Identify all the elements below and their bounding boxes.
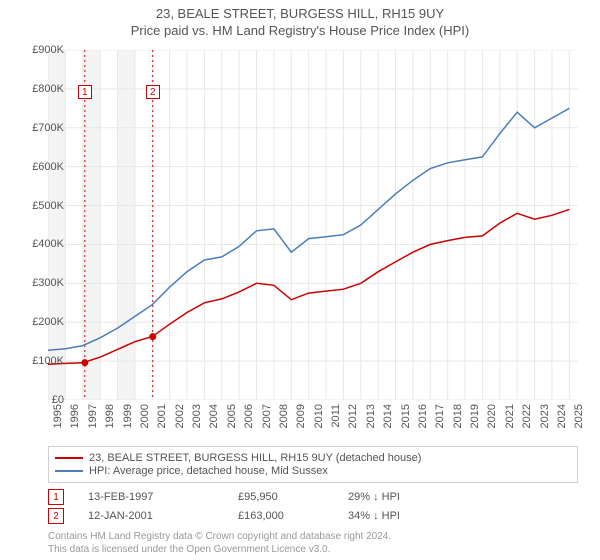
- footer-line-2: This data is licensed under the Open Gov…: [48, 544, 391, 557]
- y-axis-tick-label: £500K: [32, 200, 64, 212]
- y-axis-tick-label: £700K: [32, 122, 64, 134]
- legend-swatch: [55, 457, 83, 459]
- x-axis-tick-label: 2021: [504, 404, 516, 428]
- sale-point-row: 2 12-JAN-2001£163,00034% ↓ HPI: [48, 508, 578, 524]
- legend-label: 23, BEALE STREET, BURGESS HILL, RH15 9UY…: [89, 452, 421, 464]
- x-axis-tick-label: 2015: [400, 404, 412, 428]
- x-axis-tick-label: 2008: [278, 404, 290, 428]
- y-axis-tick-label: £100K: [32, 355, 64, 367]
- y-axis-tick-label: £800K: [32, 83, 64, 95]
- x-axis-tick-label: 2011: [330, 404, 342, 428]
- y-axis-tick-label: £600K: [32, 161, 64, 173]
- chart-marker: 2: [146, 85, 160, 99]
- x-axis-tick-label: 2001: [156, 404, 168, 428]
- x-axis-tick-label: 2006: [243, 404, 255, 428]
- title-line-2: Price paid vs. HM Land Registry's House …: [0, 23, 600, 38]
- sale-point-marker: 2: [48, 508, 64, 524]
- line-chart: 12: [48, 50, 578, 400]
- x-axis-tick-label: 2009: [295, 404, 307, 428]
- x-axis-tick-label: 1999: [122, 404, 134, 428]
- x-axis-tick-label: 2010: [313, 404, 325, 428]
- x-axis-tick-label: 2007: [261, 404, 273, 428]
- x-axis-tick-label: 2020: [486, 404, 498, 428]
- x-axis-tick-label: 2022: [521, 404, 533, 428]
- legend-item: HPI: Average price, detached house, Mid …: [55, 465, 571, 477]
- x-axis-tick-label: 1998: [104, 404, 116, 428]
- legend-label: HPI: Average price, detached house, Mid …: [89, 465, 328, 477]
- x-axis-tick-label: 2024: [556, 404, 568, 428]
- x-axis-tick-label: 2013: [365, 404, 377, 428]
- x-axis-tick-label: 1996: [69, 404, 81, 428]
- x-axis-tick-label: 1997: [87, 404, 99, 428]
- x-axis-tick-label: 2018: [452, 404, 464, 428]
- x-axis-tick-label: 2002: [174, 404, 186, 428]
- footer-attribution: Contains HM Land Registry data © Crown c…: [48, 531, 391, 556]
- chart-svg: [48, 50, 578, 400]
- chart-marker: 1: [78, 85, 92, 99]
- sale-point-marker: 1: [48, 489, 64, 505]
- sale-point-date: 12-JAN-2001: [88, 510, 238, 522]
- title-line-1: 23, BEALE STREET, BURGESS HILL, RH15 9UY: [0, 6, 600, 21]
- sale-point-date: 13-FEB-1997: [88, 491, 238, 503]
- x-axis-tick-label: 2014: [382, 404, 394, 428]
- x-axis-tick-label: 2004: [208, 404, 220, 428]
- x-axis-tick-label: 2016: [417, 404, 429, 428]
- legend-swatch: [55, 470, 83, 472]
- x-axis-tick-label: 2005: [226, 404, 238, 428]
- sale-point-price: £95,950: [238, 491, 348, 503]
- y-axis-tick-label: £900K: [32, 44, 64, 56]
- y-axis-tick-label: £300K: [32, 277, 64, 289]
- x-axis-tick-label: 2019: [469, 404, 481, 428]
- sale-point-pct: 34% ↓ HPI: [348, 510, 468, 522]
- sale-point-row: 1 13-FEB-1997£95,95029% ↓ HPI: [48, 489, 578, 505]
- legend-item: 23, BEALE STREET, BURGESS HILL, RH15 9UY…: [55, 452, 571, 464]
- y-axis-tick-label: £400K: [32, 238, 64, 250]
- footer-line-1: Contains HM Land Registry data © Crown c…: [48, 531, 391, 544]
- sale-point-pct: 29% ↓ HPI: [348, 491, 468, 503]
- sale-points-table: 1 13-FEB-1997£95,95029% ↓ HPI 2 12-JAN-2001…: [48, 486, 578, 527]
- x-axis-tick-label: 2003: [191, 404, 203, 428]
- y-axis-tick-label: £200K: [32, 316, 64, 328]
- legend: 23, BEALE STREET, BURGESS HILL, RH15 9UY…: [48, 446, 578, 483]
- x-axis-tick-label: 2000: [139, 404, 151, 428]
- x-axis-tick-label: 2017: [434, 404, 446, 428]
- x-axis-tick-label: 2023: [539, 404, 551, 428]
- sale-point-price: £163,000: [238, 510, 348, 522]
- x-axis-tick-label: 2012: [347, 404, 359, 428]
- x-axis-tick-label: 2025: [573, 404, 585, 428]
- x-axis-tick-label: 1995: [52, 404, 64, 428]
